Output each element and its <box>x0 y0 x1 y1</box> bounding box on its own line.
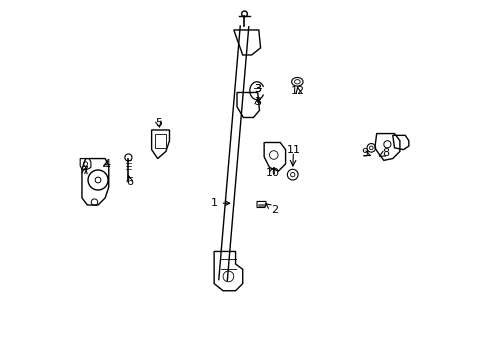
Text: 4: 4 <box>103 159 110 169</box>
Text: 7: 7 <box>81 166 88 176</box>
Text: 12: 12 <box>290 86 305 96</box>
Text: 3: 3 <box>254 84 261 94</box>
Text: 6: 6 <box>126 177 133 187</box>
Text: 11: 11 <box>286 145 300 155</box>
Text: 3: 3 <box>254 97 261 107</box>
Text: 1: 1 <box>210 198 229 208</box>
Text: 9: 9 <box>361 148 368 158</box>
Text: 3: 3 <box>254 84 261 94</box>
Text: 8: 8 <box>381 148 388 158</box>
Text: 10: 10 <box>265 168 279 178</box>
Text: 5: 5 <box>155 118 162 128</box>
Text: 2: 2 <box>265 204 278 215</box>
